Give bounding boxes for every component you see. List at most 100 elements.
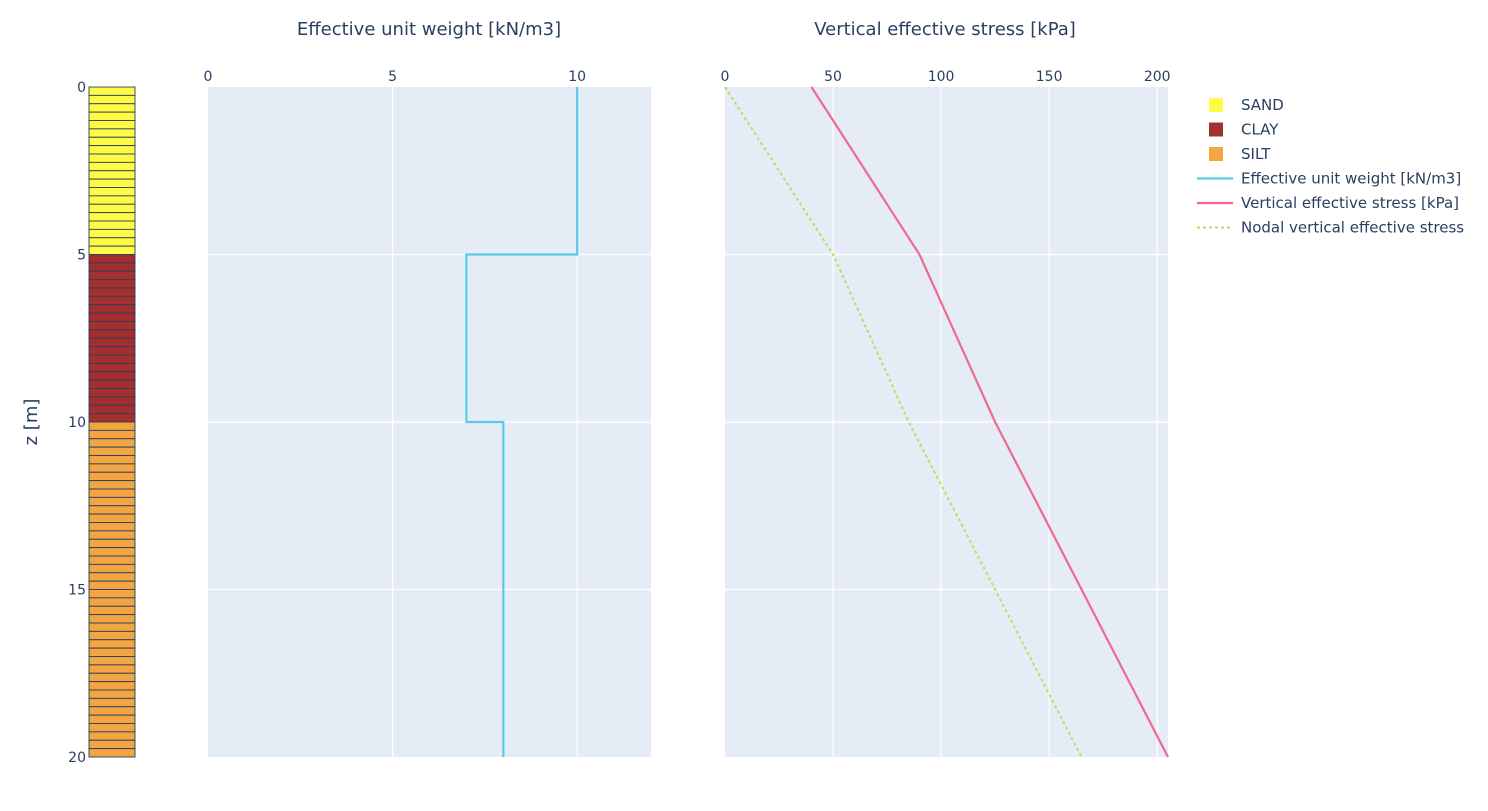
soil-element-silt: [88, 748, 136, 758]
y-axis-label: z [m]: [21, 399, 42, 446]
soil-element-silt: [88, 480, 136, 490]
soil-element-sand: [88, 195, 136, 205]
soil-element-silt: [88, 522, 136, 532]
soil-element-silt: [88, 455, 136, 465]
legend-swatch: [1209, 98, 1223, 112]
soil-element-silt: [88, 572, 136, 582]
soil-element-clay: [88, 287, 136, 297]
legend-label: Nodal vertical effective stress: [1241, 219, 1464, 237]
soil-element-silt: [88, 463, 136, 473]
vertical-effective-stress-panel: 0 50 100 150 200: [721, 69, 1171, 758]
weight-panel-title: Effective unit weight [kN/m3]: [297, 19, 561, 40]
y-tick-label: 0: [77, 80, 86, 96]
legend-label: SAND: [1241, 96, 1284, 114]
soil-element-silt: [88, 672, 136, 683]
soil-element-silt: [88, 438, 136, 448]
stress-x-tick-label: 150: [1036, 69, 1063, 85]
soil-element-sand: [88, 94, 136, 105]
soil-element-clay: [88, 362, 136, 373]
soil-element-clay: [88, 388, 136, 398]
stress-series-line-0: [810, 86, 1169, 758]
soil-element-clay: [88, 371, 136, 381]
soil-element-clay: [88, 254, 136, 264]
soil-element-silt: [88, 647, 136, 657]
soil-element-clay: [88, 329, 136, 339]
soil-element-clay: [88, 404, 136, 415]
legend-label: CLAY: [1241, 121, 1279, 139]
y-tick-label: 10: [68, 415, 86, 431]
soil-column-panel: [88, 86, 136, 758]
soil-element-sand: [88, 161, 136, 172]
legend-label: SILT: [1241, 145, 1271, 163]
soil-element-sand: [88, 178, 136, 188]
soil-element-silt: [88, 656, 136, 666]
soil-element-sand: [88, 228, 136, 239]
soil-element-silt: [88, 681, 136, 691]
legend-label: Effective unit weight [kN/m3]: [1241, 170, 1461, 188]
soil-element-silt: [88, 589, 136, 599]
soil-element-silt: [88, 446, 136, 456]
soil-element-sand: [88, 136, 136, 147]
soil-element-silt: [88, 664, 136, 674]
soil-element-sand: [88, 145, 136, 155]
soil-element-sand: [88, 86, 136, 96]
stress-panel-title: Vertical effective stress [kPa]: [814, 19, 1076, 40]
stress-x-tick-label: 200: [1144, 69, 1171, 85]
weight-x-tick-label: 10: [568, 69, 586, 85]
soil-element-silt: [88, 555, 136, 565]
legend-swatch: [1209, 122, 1223, 137]
soil-element-silt: [88, 697, 136, 708]
soil-element-silt: [88, 723, 136, 733]
soil-element-clay: [88, 270, 136, 281]
soil-element-silt: [88, 580, 136, 590]
stress-series-line-1: [724, 86, 1083, 758]
soil-element-silt: [88, 739, 136, 750]
weight-x-tick-label: 5: [388, 69, 397, 85]
soil-element-sand: [88, 245, 136, 255]
y-axis-ticks: 0 5 10 15 20: [68, 80, 86, 766]
soil-element-sand: [88, 128, 136, 138]
soil-element-silt: [88, 630, 136, 641]
legend-label: Vertical effective stress [kPa]: [1241, 194, 1459, 212]
y-tick-label: 5: [77, 248, 86, 264]
soil-element-silt: [88, 547, 136, 557]
weight-series-line-0: [465, 87, 579, 757]
soil-element-sand: [88, 220, 136, 230]
soil-element-clay: [88, 379, 136, 389]
soil-element-silt: [88, 538, 136, 549]
legend-swatch: [1209, 147, 1223, 161]
soil-element-silt: [88, 496, 136, 507]
y-tick-label: 20: [68, 750, 86, 766]
stress-x-tick-label: 50: [824, 69, 842, 85]
soil-element-clay: [88, 321, 136, 331]
soil-element-silt: [88, 471, 136, 482]
soil-element-silt: [88, 530, 136, 540]
soil-element-silt: [88, 706, 136, 716]
soil-element-silt: [88, 731, 136, 741]
soil-element-silt: [88, 689, 136, 699]
soil-element-silt: [88, 614, 136, 624]
effective-unit-weight-panel: 0 5 10: [204, 69, 651, 757]
y-tick-label: 15: [68, 583, 86, 599]
soil-element-silt: [88, 639, 136, 649]
soil-element-silt: [88, 505, 136, 515]
soil-element-clay: [88, 262, 136, 272]
soil-element-silt: [88, 513, 136, 523]
weight-x-tick-label: 0: [204, 69, 213, 85]
soil-element-silt: [88, 421, 136, 431]
soil-element-sand: [88, 103, 136, 113]
soil-element-silt: [88, 605, 136, 616]
soil-element-sand: [88, 187, 136, 197]
stress-x-tick-label: 100: [928, 69, 955, 85]
soil-element-clay: [88, 354, 136, 364]
soil-element-clay: [88, 304, 136, 314]
legend: SAND CLAY SILT Effective unit weight [kN/m3…: [1197, 96, 1464, 237]
soil-element-silt: [88, 714, 136, 724]
soil-element-silt: [88, 429, 136, 440]
soil-element-clay: [88, 312, 136, 322]
soil-element-sand: [88, 237, 136, 247]
soil-element-silt: [88, 622, 136, 632]
soil-element-sand: [88, 153, 136, 163]
soil-element-clay: [88, 279, 136, 289]
